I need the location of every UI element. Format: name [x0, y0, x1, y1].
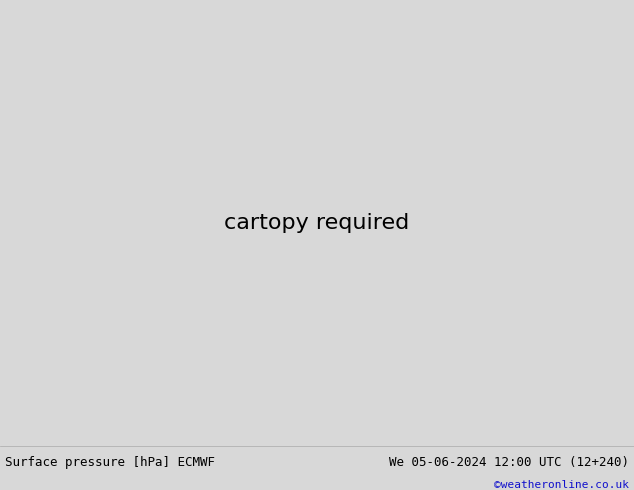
Text: Surface pressure [hPa] ECMWF: Surface pressure [hPa] ECMWF — [5, 456, 215, 469]
Text: We 05-06-2024 12:00 UTC (12+240): We 05-06-2024 12:00 UTC (12+240) — [389, 456, 629, 469]
Text: cartopy required: cartopy required — [224, 213, 410, 233]
Text: ©weatheronline.co.uk: ©weatheronline.co.uk — [494, 480, 629, 490]
